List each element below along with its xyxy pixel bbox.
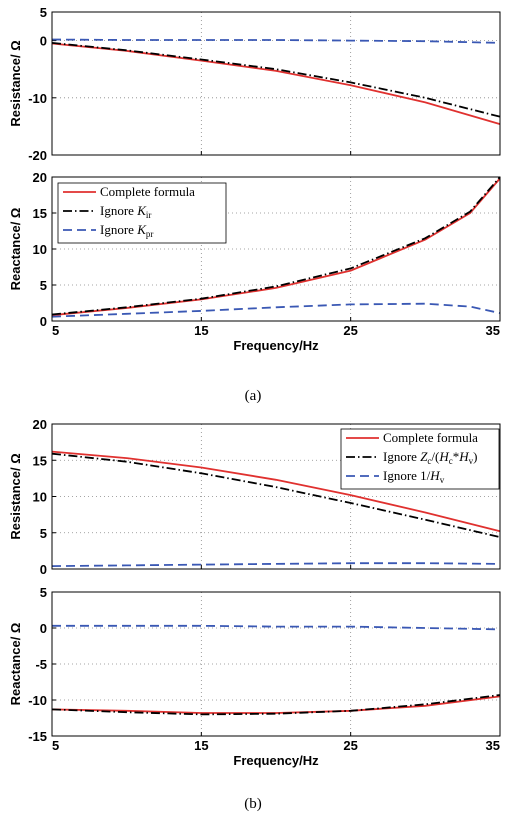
y-tick-label: 20 — [33, 417, 47, 432]
legend-text: Ignore — [100, 203, 137, 218]
y-tick-label: 10 — [33, 242, 47, 257]
chart-axes-3: 5 0 -5 -10 -15 5 15 25 35 Reactance/ Ω Frequency/H… — [8, 585, 500, 768]
x-tick-label: 35 — [486, 323, 500, 338]
legend-entry-ignore2: Ignore Kpr — [100, 222, 153, 239]
y-tick-label: 5 — [40, 5, 47, 20]
y-axis-label: Reactance/ Ω — [8, 208, 23, 291]
y-tick-label: -10 — [28, 693, 47, 708]
legend: Complete formula Ignore Kir Ignore Kpr — [58, 183, 226, 243]
legend-entry-ignore1: Ignore Kir — [100, 203, 151, 220]
legend-text-part: v — [440, 475, 445, 485]
y-tick-label: -10 — [28, 91, 47, 106]
legend-text-part: H — [438, 449, 449, 464]
y-tick-label: -20 — [28, 148, 47, 163]
series-line-ignore2 — [52, 40, 500, 43]
y-axis-label: Reactance/ Ω — [8, 623, 23, 706]
legend-text-part: /( — [431, 449, 439, 464]
legend-text-part: Ignore 1/ — [383, 468, 431, 483]
x-tick-label: 5 — [52, 738, 59, 753]
x-axis-label: Frequency/Hz — [233, 753, 319, 768]
y-axis-label: Resistance/ Ω — [8, 40, 23, 126]
y-tick-label: 15 — [33, 206, 47, 221]
legend-text-part: Ignore — [383, 449, 420, 464]
y-tick-label: 15 — [33, 453, 47, 468]
chart-axes-0: 5 0 -10 -20 Resistance/ Ω — [8, 5, 500, 163]
legend-subscript: pr — [146, 229, 154, 239]
series-line-complete — [52, 44, 500, 125]
series-line-ignore2 — [52, 563, 500, 566]
chart-axes-2: 20 15 10 5 0 Resistance/ Ω Complete formula Ign… — [8, 417, 500, 577]
legend-text-part: H — [458, 449, 469, 464]
y-tick-label: 0 — [40, 34, 47, 49]
y-tick-label: 10 — [33, 490, 47, 505]
y-axis-label: Resistance/ Ω — [8, 453, 23, 539]
series-line-ignore1 — [52, 43, 500, 117]
x-axis-label: Frequency/Hz — [233, 338, 319, 353]
x-tick-label: 5 — [52, 323, 59, 338]
x-tick-label: 25 — [343, 323, 357, 338]
y-tick-label: 0 — [40, 562, 47, 577]
legend-text: Complete formula — [383, 430, 478, 445]
legend-entry-complete: Complete formula — [383, 430, 478, 445]
x-tick-label: 35 — [486, 738, 500, 753]
x-tick-label: 25 — [343, 738, 357, 753]
legend-subscript: ir — [146, 210, 152, 220]
y-tick-label: 5 — [40, 585, 47, 600]
y-tick-label: -5 — [35, 657, 47, 672]
legend-text-part: H — [429, 468, 440, 483]
panel-label-a: (a) — [245, 388, 262, 404]
legend-text: Ignore — [100, 222, 137, 237]
y-tick-label: 0 — [40, 621, 47, 636]
legend-text: Complete formula — [100, 184, 195, 199]
y-tick-label: 5 — [40, 278, 47, 293]
legend-text-part: ) — [473, 449, 477, 464]
y-tick-label: 5 — [40, 526, 47, 541]
legend-entry-complete: Complete formula — [100, 184, 195, 199]
series-line-complete — [52, 696, 500, 713]
x-tick-label: 15 — [194, 323, 208, 338]
panel-label-b: (b) — [244, 796, 262, 812]
x-tick-label: 15 — [194, 738, 208, 753]
y-tick-label: -15 — [28, 729, 47, 744]
plot-frame — [52, 12, 500, 155]
series-line-ignore2 — [52, 304, 500, 317]
legend-entry-ignore2: Ignore 1/Hv — [383, 468, 445, 485]
y-tick-label: 0 — [40, 314, 47, 329]
y-tick-label: 20 — [33, 170, 47, 185]
